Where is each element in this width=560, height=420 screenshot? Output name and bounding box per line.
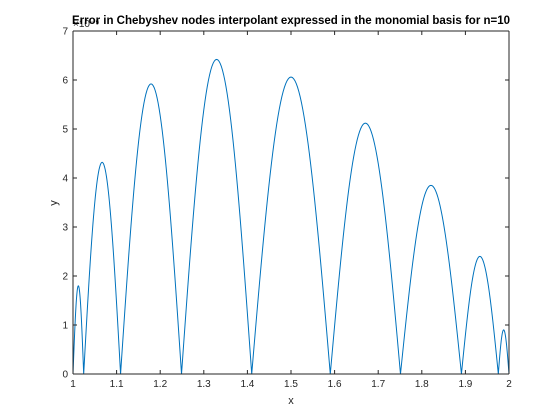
y-exponent-label: ×10⁻⁹	[73, 19, 100, 30]
x-tick-label: 1.4	[240, 379, 254, 390]
error-series-line	[72, 58, 510, 375]
y-tick-label: 5	[62, 125, 68, 136]
y-ticks: 0 1 2 3 4 5 6 7	[62, 27, 509, 381]
x-tick-label: 1.7	[371, 379, 385, 390]
x-tick-label: 1.6	[328, 379, 342, 390]
x-tick-label: 1.9	[458, 379, 472, 390]
x-tick-label: 1.2	[153, 379, 167, 390]
y-tick-label: 4	[62, 174, 68, 185]
y-tick-label: 7	[62, 27, 68, 38]
y-axis-label: y	[48, 200, 60, 206]
x-tick-label: 1.8	[415, 379, 429, 390]
x-tick-label: 2	[506, 379, 512, 390]
chart-title: Error in Chebyshev nodes interpolant exp…	[72, 15, 510, 27]
plot-area	[73, 31, 509, 374]
x-ticks: 1 1.1 1.2 1.3 1.4 1.5 1.6 1.7 1.8 1.9 2	[70, 31, 512, 390]
y-tick-label: 1	[62, 321, 68, 332]
x-tick-label: 1.5	[284, 379, 298, 390]
y-tick-label: 2	[62, 272, 68, 283]
y-tick-label: 0	[62, 370, 68, 381]
y-tick-label: 3	[62, 223, 68, 234]
y-tick-label: 6	[62, 76, 68, 87]
curve-group	[72, 58, 510, 375]
x-tick-label: 1	[70, 379, 76, 390]
x-tick-label: 1.3	[197, 379, 211, 390]
x-tick-label: 1.1	[110, 379, 124, 390]
x-axis-label: x	[288, 395, 294, 407]
